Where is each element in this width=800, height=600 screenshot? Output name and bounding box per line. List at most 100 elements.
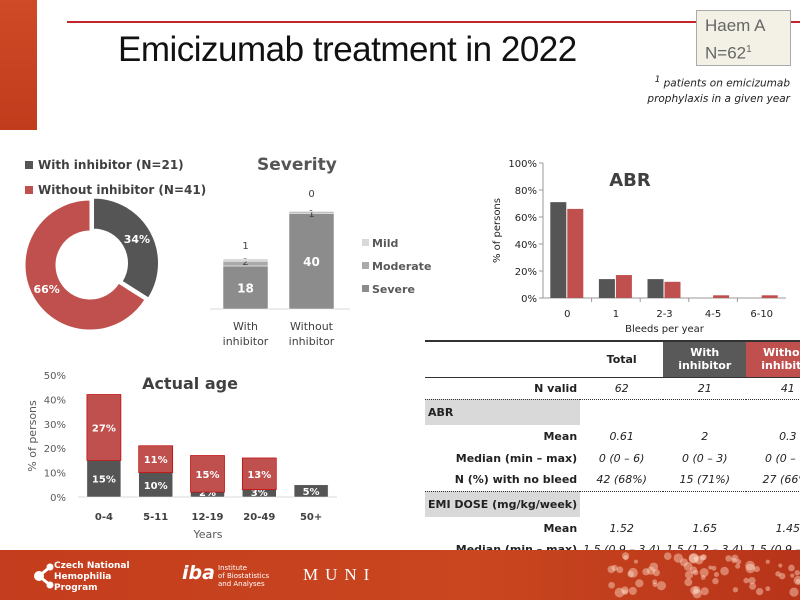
cell: 0.3 bbox=[779, 429, 797, 443]
legend-label: Severe bbox=[372, 283, 415, 296]
bar-value-label: 3% bbox=[251, 488, 268, 499]
cell: 1.52 bbox=[609, 521, 634, 535]
legend-label: Moderate bbox=[372, 260, 431, 273]
abr-bar-without bbox=[761, 295, 778, 298]
decor-dot bbox=[748, 576, 756, 585]
severity-bar-mild bbox=[288, 210, 335, 213]
decor-dot bbox=[745, 560, 755, 571]
section-label: ABR bbox=[425, 399, 581, 425]
abr-bar-without bbox=[664, 281, 681, 298]
decor-dot bbox=[778, 572, 786, 580]
decor-dot bbox=[628, 567, 638, 578]
decor-dot bbox=[692, 569, 699, 576]
legend-swatch bbox=[362, 239, 369, 246]
age-bar-without bbox=[86, 394, 122, 461]
abr-bar-without bbox=[567, 208, 584, 298]
decor-dot bbox=[663, 552, 672, 560]
decor-dot bbox=[614, 587, 625, 598]
cell: 21 bbox=[697, 381, 712, 395]
cnhp-text: Czech National Hemophilia Program bbox=[54, 561, 130, 593]
x-tick-label: 4-5 bbox=[705, 309, 721, 320]
summary-table: Total With inhibitor Without inhibitor N… bbox=[425, 340, 800, 563]
cell: 1.45 bbox=[775, 521, 800, 535]
table-row: Mean 1.52 1.65 1.45 bbox=[425, 517, 800, 539]
chart-title: Actual age bbox=[142, 374, 238, 393]
row-label: Mean bbox=[543, 521, 578, 535]
decor-dot bbox=[621, 552, 630, 560]
x-tick-label: 2-3 bbox=[656, 309, 672, 320]
decor-dot bbox=[732, 587, 739, 593]
decor-dot bbox=[794, 570, 800, 576]
y-tick-label: 100% bbox=[508, 159, 537, 170]
legend-swatch bbox=[362, 262, 369, 269]
x-tick-label: 0 bbox=[564, 309, 570, 320]
cell: 0.61 bbox=[609, 429, 634, 443]
section-row: EMI DOSE (mg/kg/week) bbox=[425, 491, 800, 517]
decor-dot bbox=[701, 554, 707, 560]
decor-dot bbox=[711, 565, 717, 571]
y-axis-label: % of persons bbox=[492, 198, 503, 263]
age-bar-without bbox=[138, 445, 174, 473]
age-bar-with bbox=[138, 472, 173, 498]
row-label: N valid bbox=[534, 381, 578, 395]
y-tick-label: 80% bbox=[515, 186, 537, 197]
decor-dot bbox=[642, 568, 650, 576]
x-tick-label: 20-49 bbox=[243, 512, 275, 523]
legend-swatch bbox=[362, 285, 369, 292]
y-tick-label: 10% bbox=[44, 469, 66, 480]
table-row: N valid 62 21 41 bbox=[425, 377, 800, 399]
slice-label: 66% bbox=[33, 283, 59, 296]
decor-dot bbox=[616, 566, 624, 574]
abr-bar-without bbox=[713, 295, 730, 298]
decor-dot bbox=[679, 558, 688, 567]
legend-swatch bbox=[25, 161, 33, 169]
cohort-n: N=62 bbox=[705, 43, 747, 63]
bar-value-label: 27% bbox=[92, 423, 116, 434]
legend-label: With inhibitor (N=21) bbox=[38, 158, 184, 172]
page-title: Emicizumab treatment in 2022 bbox=[118, 30, 577, 69]
decor-dot bbox=[736, 559, 742, 565]
col-without: Without inhibitor bbox=[746, 341, 800, 377]
x-axis-label: Bleeds per year bbox=[625, 324, 705, 335]
cell: 41 bbox=[780, 381, 795, 395]
legend-swatch bbox=[25, 186, 33, 194]
bar-value-label: 1 bbox=[308, 209, 314, 220]
bar-value-label: 40 bbox=[303, 255, 320, 269]
legend-without: Without inhibitor (N=41) bbox=[25, 183, 206, 197]
decor-dot bbox=[652, 579, 658, 585]
category-label: Without bbox=[290, 320, 334, 333]
decor-dot bbox=[699, 568, 709, 578]
footnote: 1 patients on emicizumab prophylaxis in … bbox=[600, 73, 790, 107]
age-bar-without bbox=[190, 455, 225, 493]
y-tick-label: 50% bbox=[44, 371, 66, 382]
decor-dot bbox=[725, 555, 732, 562]
x-axis-label: Years bbox=[192, 528, 222, 541]
decor-dot bbox=[712, 577, 719, 585]
chart-title: ABR bbox=[609, 170, 651, 191]
x-tick-label: 0-4 bbox=[95, 512, 113, 523]
abr-bar-with bbox=[598, 279, 615, 298]
x-tick-label: 6-10 bbox=[750, 309, 773, 320]
decor-dot bbox=[652, 582, 658, 588]
bar-value-label: 0 bbox=[308, 189, 314, 200]
severity-bar-severe bbox=[288, 213, 335, 310]
cnhp-logo-icon bbox=[34, 563, 54, 589]
decor-dot bbox=[745, 563, 756, 574]
decor-dot bbox=[656, 581, 666, 591]
y-axis-label: % of persons bbox=[26, 400, 39, 472]
severity-bar-mild bbox=[222, 258, 269, 262]
y-tick-label: 0% bbox=[50, 493, 66, 504]
bar-value-label: 15% bbox=[92, 475, 116, 486]
table-row: Median (min – max) 0 (0 – 6) 0 (0 – 3) 0 (0… bbox=[425, 447, 800, 469]
muni-logo: MUNI bbox=[303, 565, 377, 584]
cell: 1.65 bbox=[692, 521, 718, 535]
legend-with: With inhibitor (N=21) bbox=[25, 158, 184, 172]
decor-dot bbox=[713, 571, 720, 578]
decor-dot bbox=[755, 587, 764, 596]
footnote-text: patients on emicizumab prophylaxis in a … bbox=[647, 77, 790, 105]
decor-dot bbox=[735, 563, 741, 569]
cohort-sup: 1 bbox=[746, 44, 752, 55]
age-chart: 0% 10% 20% 30% 40% 50% Actual age % of persons Y… bbox=[26, 371, 337, 541]
legend-label: Mild bbox=[372, 237, 398, 250]
decor-dot bbox=[749, 582, 757, 590]
